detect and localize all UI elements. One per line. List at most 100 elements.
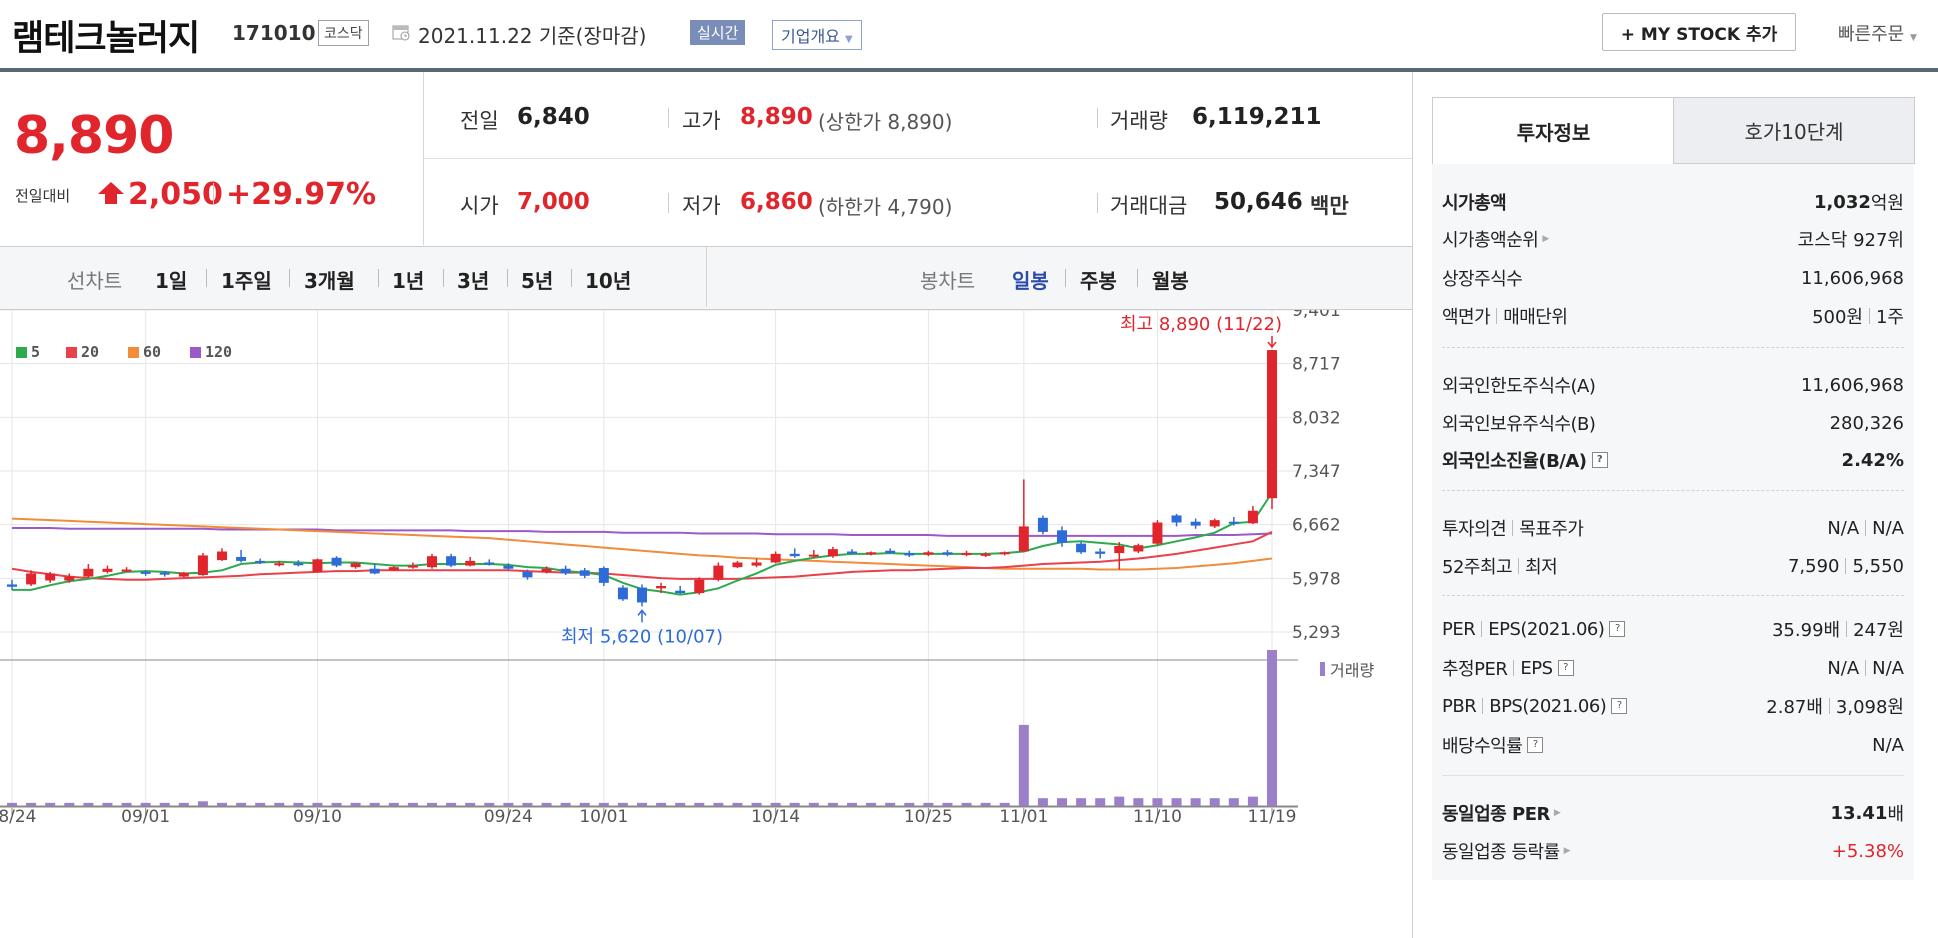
candle-body [789, 553, 800, 557]
range-1d[interactable]: 1일 [155, 269, 188, 293]
row-industry-rate[interactable]: 동일업종 등락률 ▶ +5.38% [1442, 835, 1904, 867]
range-1w[interactable]: 1주일 [221, 269, 272, 293]
row-dividend: 배당수익률? N/A [1442, 729, 1904, 761]
candle-body [942, 552, 953, 555]
quick-order-dropdown[interactable]: 빠른주문 ▼ [1838, 20, 1917, 46]
volume-bar [45, 802, 56, 806]
volume-bar [1057, 798, 1067, 806]
candle-daily[interactable]: 일봉 [1012, 269, 1049, 293]
divider [424, 158, 1412, 159]
candle-body [1037, 517, 1048, 532]
bps-value: 3,098원 [1835, 697, 1904, 718]
candle-body [255, 560, 266, 563]
volume-bar [1209, 798, 1220, 806]
volume-value: 6,119,211 [1192, 104, 1322, 130]
volume-bar [140, 802, 151, 806]
volume-bar [1190, 798, 1201, 806]
candle-body [1057, 530, 1067, 543]
volume-bar [866, 802, 877, 806]
divider [289, 269, 290, 287]
divider [1412, 72, 1413, 938]
range-1y[interactable]: 1년 [392, 269, 425, 293]
company-overview-dropdown[interactable]: 기업개요 ▼ [772, 20, 862, 50]
volume-bar [407, 802, 418, 806]
candle-body [102, 568, 113, 572]
volume-bar [312, 802, 323, 806]
help-icon[interactable]: ? [1557, 660, 1574, 676]
volume-bar [465, 802, 476, 806]
caret-right-icon: ▶ [1563, 846, 1571, 856]
add-my-stock-button[interactable]: + MY STOCK 추가 [1602, 13, 1796, 51]
volume-bar [331, 802, 342, 806]
tab-invest-label: 투자정보 [1516, 120, 1591, 145]
divider [1442, 775, 1904, 776]
candle-body [656, 585, 667, 589]
y-tick-label: 5,293 [1292, 623, 1341, 643]
candle-body [407, 565, 418, 568]
low-label: 저가 [682, 194, 721, 218]
volume-bar [541, 802, 552, 806]
candle-body [522, 571, 533, 578]
mystock-label: + MY STOCK 추가 [1620, 24, 1778, 45]
volume-bar [999, 802, 1010, 806]
volume-bar [1152, 798, 1163, 806]
row-rank[interactable]: 시가총액순위 ▶ 코스닥 927위 [1442, 223, 1904, 255]
volume-bar [770, 802, 781, 806]
help-icon[interactable]: ? [1591, 452, 1608, 468]
candle-body [1133, 545, 1144, 552]
industry-per-value: 13.41 [1830, 802, 1888, 824]
row-industry-per[interactable]: 동일업종 PER ▶ 13.41 배 [1442, 797, 1904, 829]
candle-body [751, 562, 762, 566]
price-chart[interactable]: 5 20 60 120 9,401 8,717 8,032 7,347 6,662 5,978 5… [0, 310, 1412, 938]
shares-label: 상장주식수 [1442, 269, 1523, 290]
base-date: 2021.11.22 기준(장마감) [418, 24, 647, 48]
volume-bar [255, 802, 266, 806]
candle-body [598, 567, 609, 583]
up-arrow-icon [96, 180, 126, 210]
volume-bar [522, 802, 533, 806]
volume-bar [217, 802, 227, 806]
help-icon[interactable]: ? [1611, 698, 1628, 714]
ma20-line [11, 531, 1273, 581]
per-value: 35.99배 [1771, 620, 1841, 641]
market-cap-label: 시가총액 [1442, 193, 1507, 214]
candle-weekly[interactable]: 주봉 [1080, 269, 1117, 293]
industry-rate-label: 동일업종 등락률 [1442, 842, 1560, 863]
volume-bar [579, 802, 590, 806]
help-icon[interactable]: ? [1527, 737, 1544, 753]
range-3m[interactable]: 3개월 [304, 269, 355, 293]
shares-value: 11,606,968 [1800, 267, 1904, 289]
realtime-button[interactable]: 실시간 [690, 20, 746, 45]
foreign-limit-value: 11,606,968 [1800, 374, 1904, 396]
range-3y[interactable]: 3년 [457, 269, 490, 293]
stock-name: 램테크놀러지 [12, 19, 200, 59]
volume-bar [904, 802, 915, 806]
volume-bar [694, 802, 705, 806]
candle-monthly[interactable]: 월봉 [1152, 269, 1189, 293]
chart-legend: 5 20 60 120 [16, 343, 232, 361]
ma60-line [11, 517, 1273, 571]
divider [1065, 269, 1066, 287]
volume-bar [7, 802, 17, 806]
volume-bar [274, 802, 285, 806]
divider [668, 193, 669, 213]
x-tick-label: 11/19 [1248, 807, 1297, 827]
eeps-value: N/A [1872, 657, 1904, 679]
industry-per-label: 동일업종 PER [1442, 804, 1550, 825]
candle-body [1247, 510, 1258, 524]
volume-bar [1018, 724, 1029, 806]
tab-invest-info[interactable]: 투자정보 [1432, 97, 1675, 164]
rank-value: 코스닥 927위 [1797, 230, 1904, 251]
legend-swatch [16, 347, 27, 358]
candle-body [904, 553, 915, 556]
help-icon[interactable]: ? [1609, 621, 1626, 637]
candle-body [560, 568, 571, 574]
foreign-ratio-label: 외국인소진율(B/A) [1442, 451, 1587, 472]
range-5y[interactable]: 5년 [521, 269, 554, 293]
range-10y[interactable]: 10년 [585, 269, 632, 293]
volume-bar [1037, 798, 1048, 806]
candle-body [732, 562, 743, 568]
tab-hoga[interactable]: 호가10단계 [1673, 97, 1915, 164]
volume-bar [980, 802, 991, 806]
lower-limit: (하한가 4,790) [818, 195, 953, 219]
